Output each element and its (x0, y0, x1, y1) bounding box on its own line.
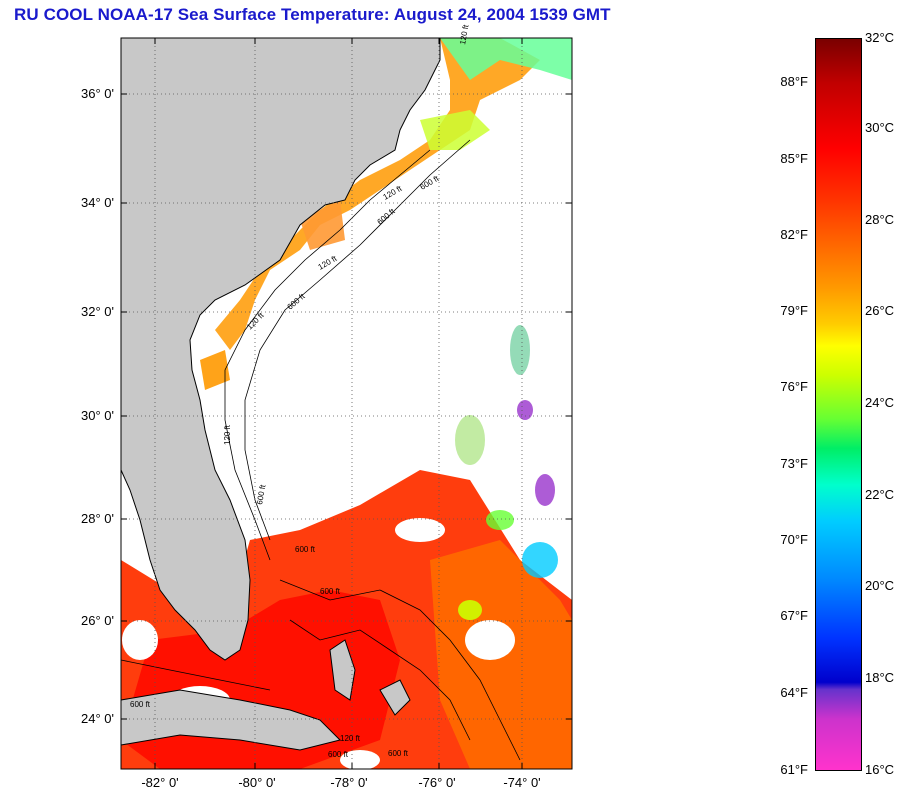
lat-label: 34° 0' (81, 195, 114, 210)
colorbar-c-label: 26°C (865, 303, 895, 318)
colorbar-c-label: 16°C (865, 762, 895, 777)
map-title: RU COOL NOAA-17 Sea Surface Temperature:… (14, 5, 611, 24)
cuba-land (121, 689, 341, 751)
colorbar-f-label: 64°F (780, 685, 808, 700)
lon-label: -76° 0' (418, 775, 456, 790)
lat-label: 36° 0' (81, 86, 114, 101)
contour-120ft (224, 149, 431, 561)
lon-label: -80° 0' (238, 775, 276, 790)
colorbar-c-label: 30°C (865, 120, 895, 135)
contour-600ft (244, 139, 471, 541)
colorbar-c-label: 20°C (865, 578, 895, 593)
lon-label: -78° 0' (330, 775, 368, 790)
colorbar-f-label: 79°F (780, 303, 808, 318)
map-frame (120, 37, 573, 770)
lat-label: 28° 0' (81, 511, 114, 526)
temperature-colorbar (815, 38, 862, 771)
lat-label: 26° 0' (81, 613, 114, 628)
bahamas-land (329, 639, 356, 701)
colorbar-c-label: 22°C (865, 487, 895, 502)
axis-ticks (121, 38, 572, 769)
colorbar-f-label: 88°F (780, 74, 808, 89)
contour-label: 600 ft (295, 545, 316, 554)
colorbar-f-label: 73°F (780, 456, 808, 471)
contour-label: 600 ft (255, 483, 267, 505)
lat-label: 32° 0' (81, 304, 114, 319)
colorbar-f-label: 70°F (780, 532, 808, 547)
colorbar-c-label: 32°C (865, 30, 895, 45)
land-mass (121, 38, 441, 661)
colorbar-f-label: 67°F (780, 608, 808, 623)
colorbar-c-label: 28°C (865, 212, 895, 227)
colorbar-f-label: 61°F (780, 762, 808, 777)
contour-label: 120 ft (223, 424, 232, 445)
lat-label: 24° 0' (81, 711, 114, 726)
lon-label: -82° 0' (141, 775, 179, 790)
colorbar-f-label: 76°F (780, 379, 808, 394)
lat-label: 30° 0' (81, 408, 114, 423)
contour-label: 120 ft (458, 23, 470, 45)
contour-label: 120 ft (340, 734, 361, 743)
colorbar-c-label: 24°C (865, 395, 895, 410)
colorbar-c-label: 18°C (865, 670, 895, 685)
contour-label: 600 ft (130, 700, 151, 709)
contour-label: 600 ft (320, 587, 341, 596)
colorbar-f-label: 82°F (780, 227, 808, 242)
colorbar-f-label: 85°F (780, 151, 808, 166)
contour-label: 600 ft (328, 750, 349, 759)
contour-label: 600 ft (388, 749, 409, 758)
lon-label: -74° 0' (503, 775, 541, 790)
